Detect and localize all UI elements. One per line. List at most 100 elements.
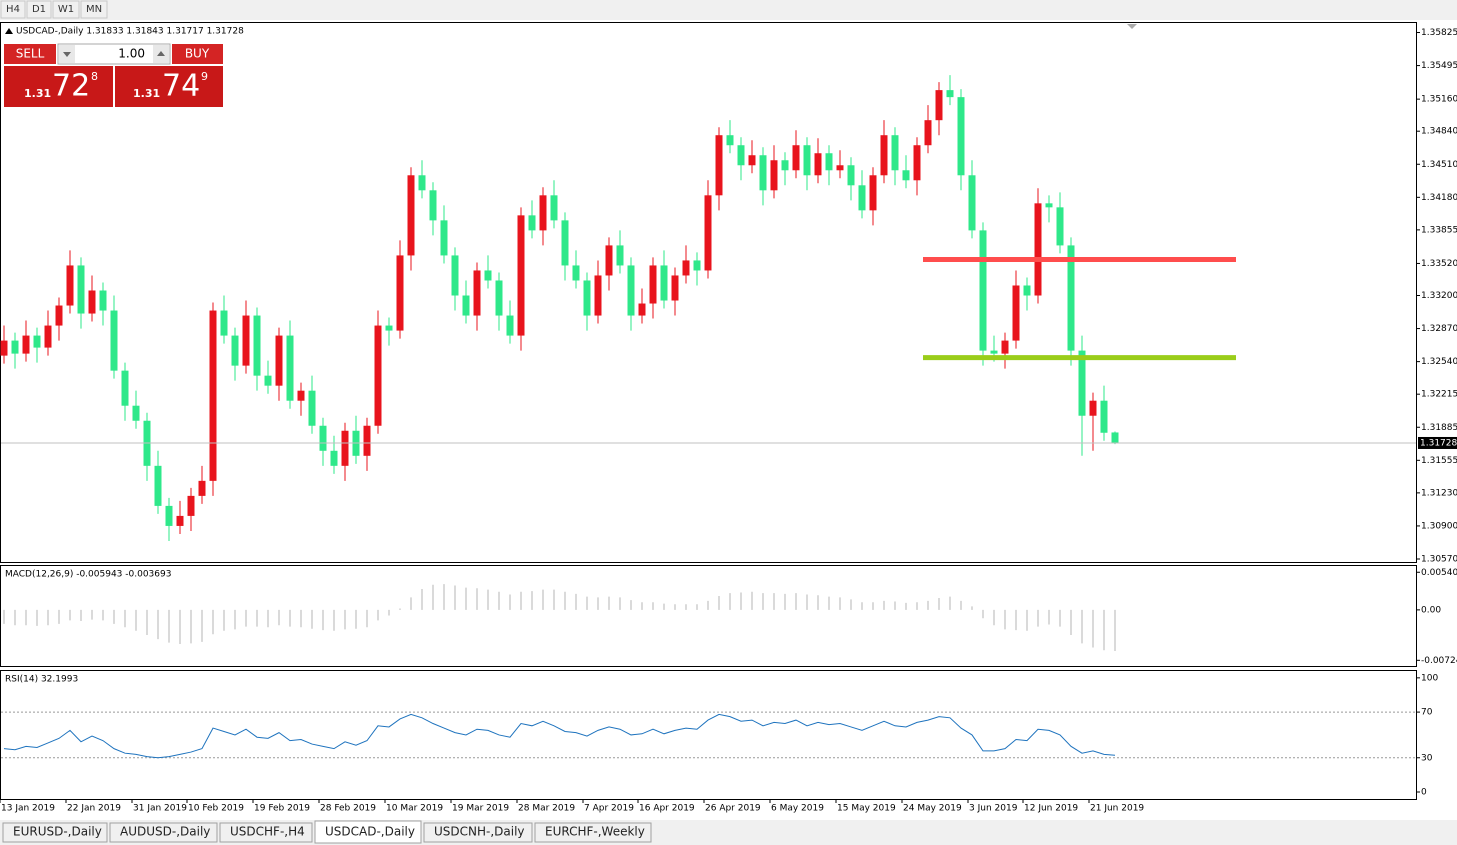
candle-body — [1056, 207, 1064, 246]
candle-body — [132, 405, 140, 421]
tab-label[interactable]: AUDUSD-,Daily — [120, 825, 210, 839]
candle-body — [528, 215, 536, 231]
x-tick-label: 13 Jan 2019 — [1, 804, 55, 814]
x-tick-label: 19 Feb 2019 — [254, 804, 310, 814]
bid-point: 8 — [91, 70, 98, 83]
tab[interactable] — [219, 822, 313, 843]
y-tick-label: 1.31555 — [1421, 456, 1457, 466]
tf-label[interactable]: MN — [86, 4, 102, 15]
tf-button[interactable] — [0, 0, 26, 19]
candle-body — [770, 160, 778, 191]
tf-label[interactable]: W1 — [58, 4, 74, 15]
tab[interactable] — [314, 820, 422, 844]
tab-label[interactable]: USDCNH-,Daily — [434, 825, 525, 839]
tab-label[interactable]: USDCHF-,H4 — [230, 825, 305, 839]
candle-body — [759, 155, 767, 191]
candle-body — [1078, 350, 1086, 416]
candle-body — [99, 290, 107, 311]
candle-body — [187, 495, 195, 516]
x-tick-label: 10 Mar 2019 — [386, 804, 443, 814]
candle-body — [726, 135, 734, 146]
sell-button[interactable] — [4, 44, 56, 64]
ask-pips: 74 — [162, 69, 200, 104]
candle-body — [792, 145, 800, 171]
candle-body — [198, 480, 206, 496]
volume-value[interactable]: 1.00 — [118, 47, 145, 61]
candle-body — [484, 270, 492, 281]
candle-body — [891, 135, 899, 171]
x-tick-label: 28 Feb 2019 — [320, 804, 376, 814]
candle-body — [1111, 432, 1119, 443]
tab-label[interactable]: USDCAD-,Daily — [325, 825, 415, 839]
candle-body — [209, 310, 217, 481]
candle-body — [517, 215, 525, 336]
tabs: EURUSD-,Daily AUDUSD-,Daily USDCHF-,H4 USDC… — [2, 820, 652, 844]
candle-body — [275, 335, 283, 386]
bid-box[interactable] — [4, 66, 113, 107]
x-tick-label: 3 Jun 2019 — [969, 804, 1018, 814]
candle-body — [220, 310, 228, 336]
x-tick-label: 19 Mar 2019 — [452, 804, 509, 814]
tab-label[interactable]: EURUSD-,Daily — [13, 825, 102, 839]
candle-body — [341, 430, 349, 466]
ask-point: 9 — [201, 70, 208, 83]
candle-body — [781, 160, 789, 171]
y-tick-label: 1.32215 — [1421, 390, 1457, 400]
ask-box[interactable] — [115, 66, 223, 107]
candle-body — [506, 315, 514, 336]
trade-panel: SELL 1.00 BUY 1.31 72 8 1.31 74 9 — [3, 43, 224, 108]
y-tick-label: 1.33855 — [1421, 225, 1457, 235]
collapse-icon[interactable] — [5, 28, 13, 34]
candle-body — [539, 195, 547, 231]
candle-body — [55, 305, 63, 326]
x-tick-label: 15 May 2019 — [837, 804, 896, 814]
tab[interactable] — [109, 822, 218, 843]
y-tick-label: 100 — [1421, 673, 1438, 683]
sell-label[interactable]: SELL — [16, 47, 45, 61]
y-tick-label: 1.30900 — [1421, 521, 1457, 531]
candle-body — [319, 425, 327, 451]
candle-body — [1045, 203, 1053, 208]
x-tick-label: 21 Jun 2019 — [1090, 804, 1144, 814]
tab[interactable] — [423, 822, 533, 843]
tf-label[interactable]: H4 — [6, 4, 20, 15]
candle-body — [66, 265, 74, 306]
x-tick-label: 10 Feb 2019 — [188, 804, 244, 814]
y-tick-label: 1.34180 — [1421, 193, 1457, 203]
tab-label[interactable]: EURCHF-,Weekly — [545, 825, 645, 839]
buy-label[interactable]: BUY — [185, 47, 210, 61]
timeframe-bar: H4 D1 W1 MN — [0, 0, 108, 19]
candle-body — [902, 170, 910, 181]
shift-marker — [1127, 24, 1137, 29]
candle-body — [627, 265, 635, 316]
panel-title: RSI(14) 32.1993 — [5, 675, 78, 685]
price-panel — [0, 22, 1417, 563]
tf-button[interactable] — [26, 0, 52, 19]
y-tick-label: 0 — [1421, 788, 1427, 798]
candle-body — [737, 145, 745, 166]
volume-box[interactable] — [57, 43, 171, 65]
current-price-box — [1418, 436, 1457, 449]
candle-body — [407, 175, 415, 256]
tf-label[interactable]: D1 — [32, 4, 46, 15]
rsi-line — [3, 713, 1116, 759]
y-tick-label: 1.31885 — [1421, 423, 1457, 433]
candle-body — [1100, 400, 1108, 433]
macd-panel — [0, 565, 1417, 667]
candle-body — [451, 255, 459, 296]
candle-body — [858, 185, 866, 211]
candle-body — [814, 153, 822, 176]
tab[interactable] — [534, 822, 652, 843]
candle-body — [473, 270, 481, 316]
candle-body — [880, 135, 888, 176]
y-tick-label: 1.35825 — [1421, 28, 1457, 38]
candle-body — [1001, 340, 1009, 354]
candle-body — [869, 175, 877, 211]
tf-button[interactable] — [52, 0, 80, 19]
candle-body — [583, 280, 591, 316]
tab[interactable] — [2, 822, 108, 843]
buy-button[interactable] — [172, 44, 223, 64]
tf-button[interactable] — [80, 0, 108, 19]
candle-body — [572, 265, 580, 281]
y-tick-label: 1.32540 — [1421, 357, 1457, 367]
